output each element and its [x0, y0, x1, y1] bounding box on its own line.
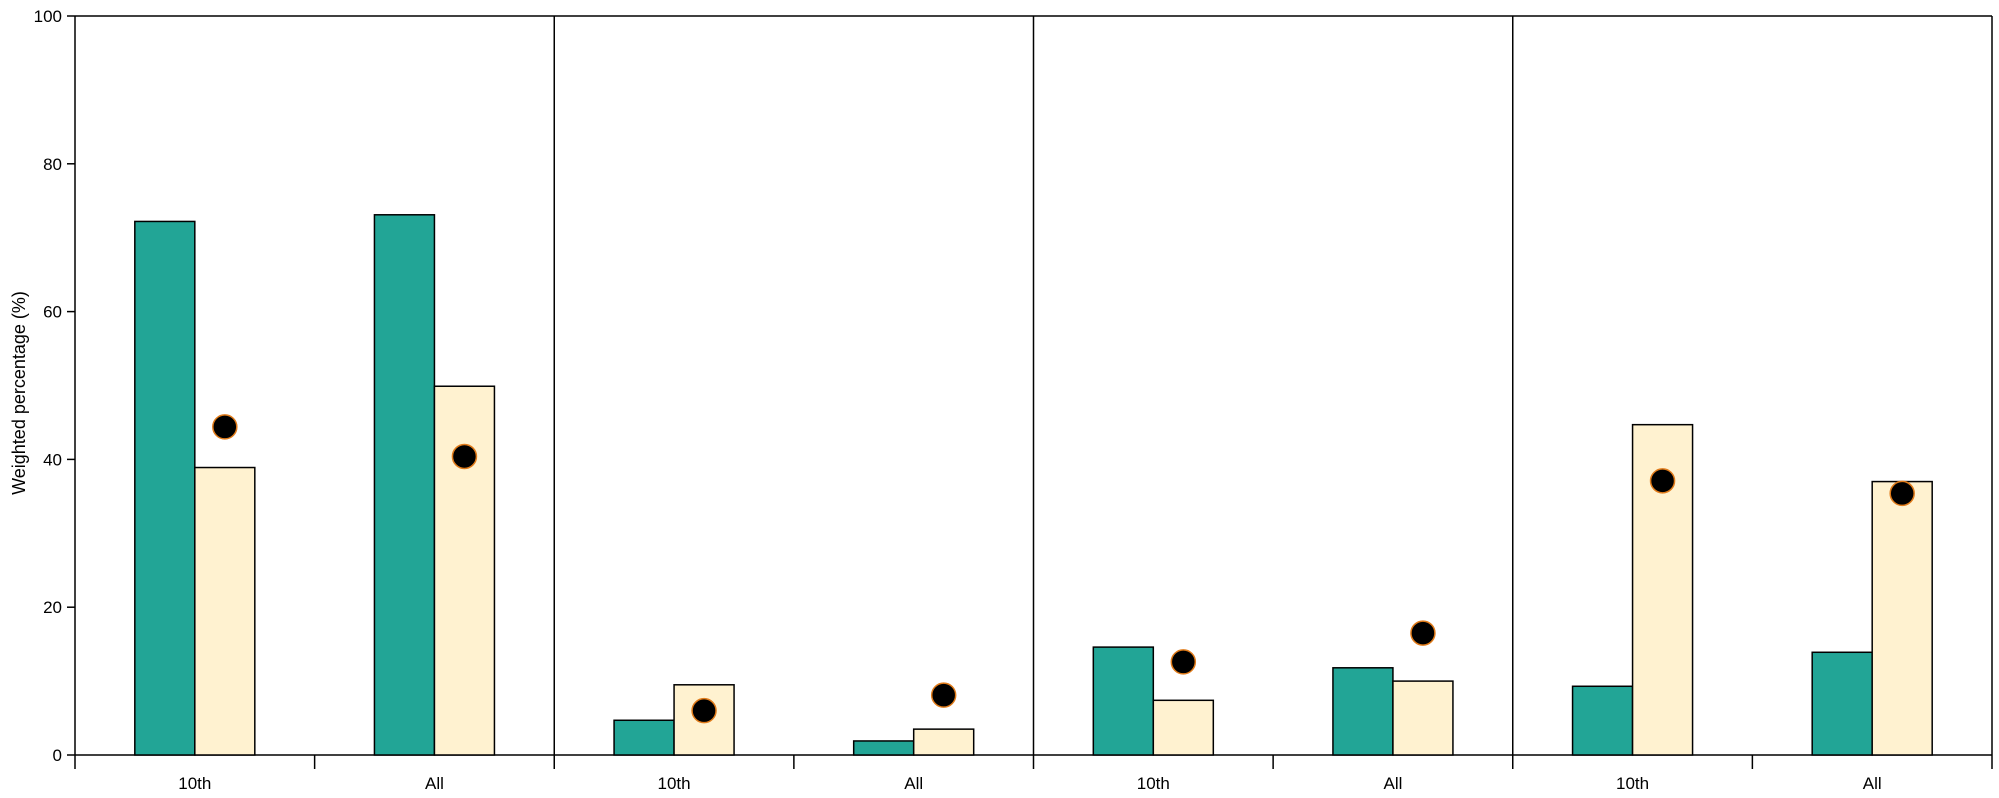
point-marker [691, 697, 717, 724]
bar-series-a [613, 719, 675, 756]
y-tick-label: 80 [43, 155, 62, 174]
x-category-label: All [904, 774, 923, 793]
bar-series-b [1392, 680, 1454, 756]
point-marker [1170, 649, 1197, 675]
x-category-label: 10th [658, 774, 691, 793]
y-tick-label: 60 [43, 303, 62, 322]
bar-series-b [433, 385, 496, 756]
x-category-label: All [1383, 774, 1402, 793]
bar-series-a [134, 220, 196, 756]
point-marker [1649, 468, 1676, 494]
bar-series-a [1571, 685, 1634, 756]
bar-series-a [373, 214, 436, 756]
point-marker [1889, 480, 1915, 507]
bar-series-b [912, 728, 975, 756]
y-axis-label: Weighted percentage (%) [9, 291, 29, 495]
bar-series-b [1871, 480, 1933, 756]
x-category-label: All [425, 774, 444, 793]
point-marker [212, 414, 238, 440]
x-category-label: All [1863, 774, 1882, 793]
bar-series-a [852, 740, 915, 756]
bar-series-a [1332, 667, 1394, 756]
bar-series-a [1811, 651, 1873, 756]
point-marker [1410, 620, 1436, 646]
x-category-label: 10th [1137, 774, 1170, 793]
x-category-label: 10th [178, 774, 211, 793]
bar-series-b [194, 466, 256, 756]
bar-series-a [1092, 646, 1155, 756]
y-tick-label: 100 [34, 7, 62, 26]
bar-series-b [1152, 699, 1215, 756]
x-category-label: 10th [1616, 774, 1649, 793]
y-tick-label: 0 [53, 746, 62, 765]
y-tick-label: 40 [43, 450, 62, 469]
point-marker [451, 443, 478, 470]
y-tick-label: 20 [43, 598, 62, 617]
point-marker [930, 682, 957, 708]
